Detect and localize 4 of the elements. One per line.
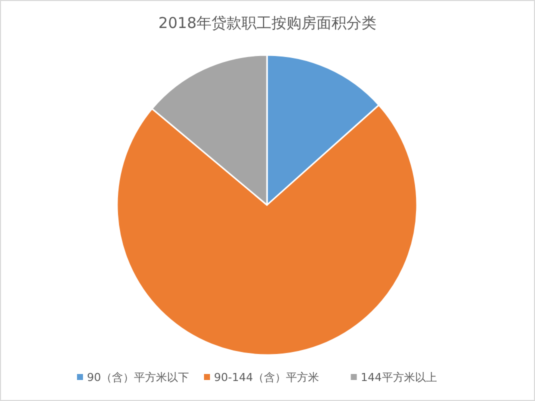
legend-label: 90-144（含）平方米 — [214, 371, 319, 384]
legend-label: 144平方米以上 — [360, 371, 437, 384]
legend-label: 90（含）平方米以下 — [87, 371, 189, 384]
chart-title: 2018年贷款职工按购房面积分类 — [158, 14, 377, 32]
